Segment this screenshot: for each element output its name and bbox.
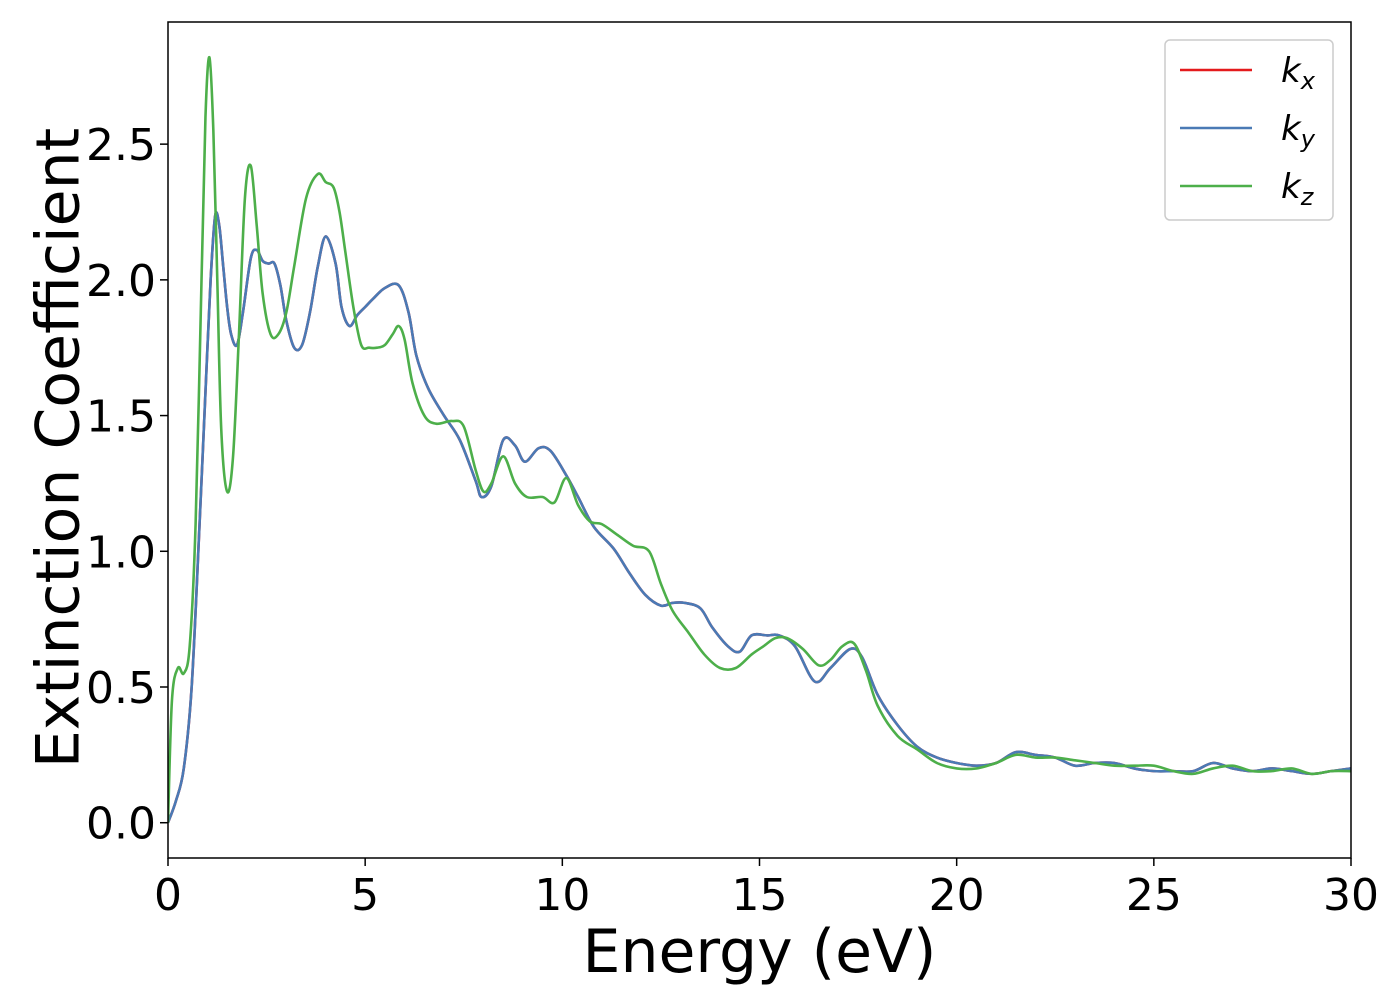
legend-label-y: ky: [1281, 109, 1316, 153]
x-tick-label: 5: [351, 870, 379, 921]
x-tick-label: 25: [1126, 870, 1182, 921]
x-tick-label: 30: [1323, 870, 1379, 921]
legend-label-x: kx: [1281, 51, 1316, 95]
y-tick-label: 1.5: [86, 392, 156, 443]
y-axis-title: Extinction Coefficient: [24, 128, 94, 768]
series-line-y: [168, 211, 1351, 824]
legend-label-z: kz: [1281, 167, 1315, 211]
y-tick-label: 1.0: [86, 527, 156, 578]
x-axis-title: Energy (eV): [583, 917, 937, 987]
legend-box: [1164, 39, 1334, 221]
y-axis-ticks: 0.0 0.5 1.0 1.5 2.0 2.5: [86, 120, 168, 850]
y-tick-label: 0.5: [86, 663, 156, 714]
series-layer: [168, 55, 1351, 824]
x-tick-label: 0: [154, 870, 182, 921]
legend: kx ky kz: [1164, 39, 1334, 221]
x-axis-ticks: 0 5 10 15 20 25 30: [154, 858, 1379, 921]
series-line-z: [168, 55, 1351, 823]
x-tick-label: 15: [732, 870, 788, 921]
x-tick-label: 10: [534, 870, 590, 921]
y-tick-label: 2.5: [86, 120, 156, 171]
y-tick-label: 0.0: [86, 799, 156, 850]
y-tick-label: 2.0: [86, 256, 156, 307]
x-tick-label: 20: [929, 870, 985, 921]
series-line-x: [168, 211, 1351, 824]
